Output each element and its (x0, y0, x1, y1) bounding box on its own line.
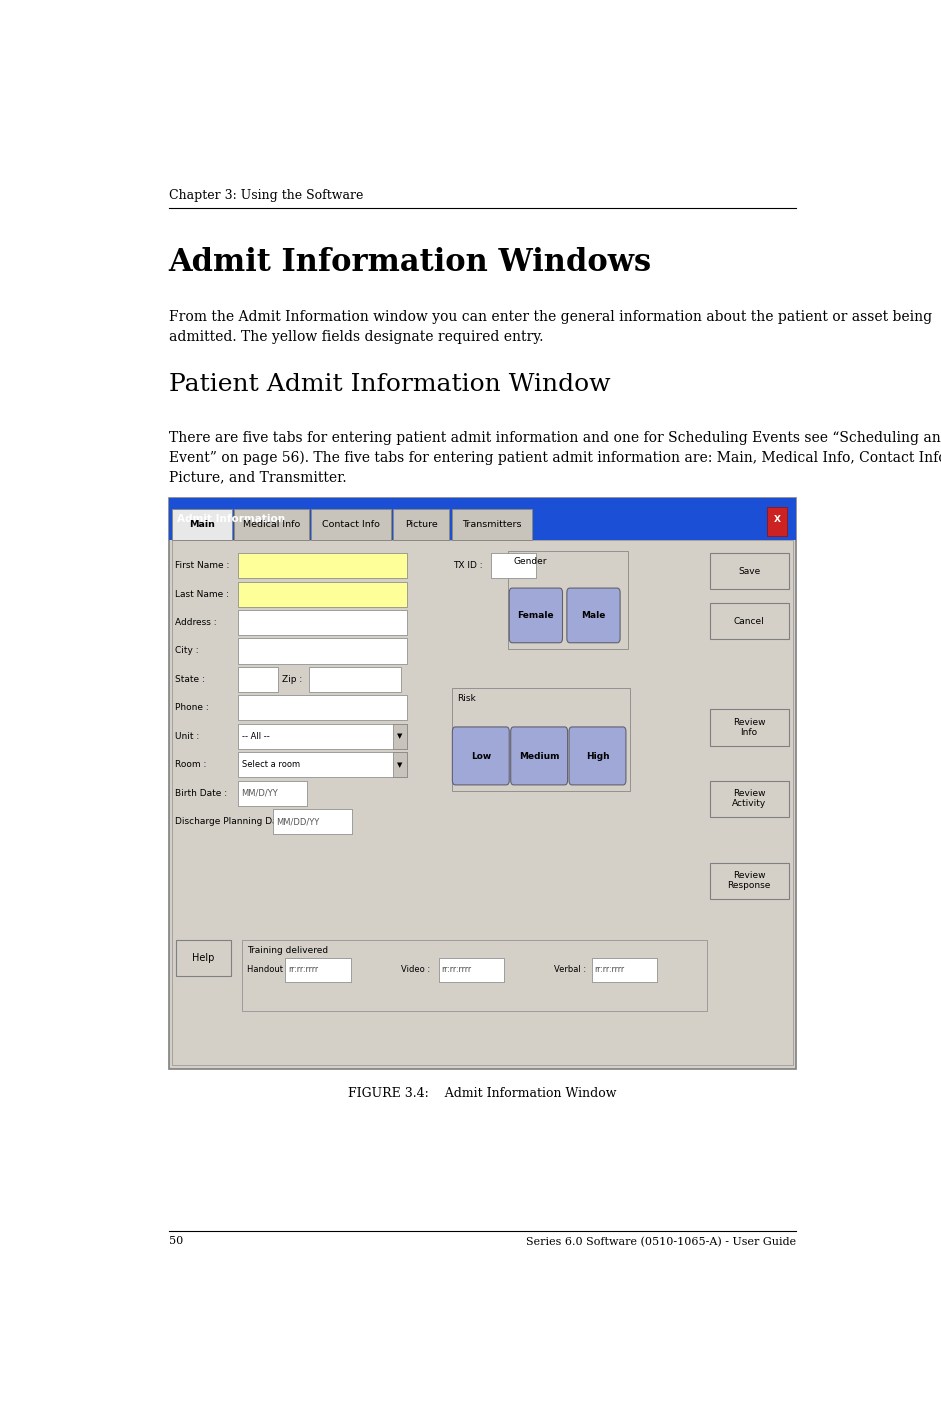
Text: Picture: Picture (405, 520, 438, 530)
Text: Phone :: Phone : (174, 703, 208, 713)
Text: Verbal :: Verbal : (553, 966, 586, 974)
FancyBboxPatch shape (710, 604, 789, 639)
Text: Male: Male (581, 611, 605, 621)
Text: Main: Main (189, 520, 215, 530)
Text: Gender: Gender (514, 558, 547, 567)
FancyBboxPatch shape (511, 727, 567, 785)
Text: Female: Female (518, 611, 554, 621)
Text: Birth Date :: Birth Date : (174, 788, 227, 798)
Text: MM/D/YY: MM/D/YY (241, 788, 278, 798)
FancyBboxPatch shape (242, 940, 707, 1011)
FancyBboxPatch shape (238, 582, 407, 606)
Text: -- All --: -- All -- (242, 731, 269, 741)
FancyBboxPatch shape (285, 957, 351, 981)
FancyBboxPatch shape (393, 510, 450, 540)
Text: Cancel: Cancel (734, 616, 764, 626)
Text: Handout :: Handout : (247, 966, 289, 974)
FancyBboxPatch shape (238, 639, 407, 663)
FancyBboxPatch shape (238, 781, 307, 805)
Text: Training delivered: Training delivered (247, 946, 328, 954)
FancyBboxPatch shape (273, 809, 352, 834)
FancyBboxPatch shape (710, 862, 789, 899)
Text: Chapter 3: Using the Software: Chapter 3: Using the Software (168, 189, 363, 202)
Text: There are five tabs for entering patient admit information and one for Schedulin: There are five tabs for entering patient… (168, 430, 941, 484)
Text: Zip :: Zip : (281, 674, 302, 684)
Text: Risk: Risk (457, 694, 476, 703)
Text: ▼: ▼ (397, 761, 403, 768)
Text: Review
Activity: Review Activity (732, 790, 766, 808)
FancyBboxPatch shape (569, 727, 626, 785)
FancyBboxPatch shape (168, 498, 796, 540)
Text: TX ID :: TX ID : (454, 561, 483, 571)
FancyBboxPatch shape (453, 727, 509, 785)
Text: rr:rr:rrrr: rr:rr:rrrr (441, 966, 471, 974)
Text: From the Admit Information window you can enter the general information about th: From the Admit Information window you ca… (168, 311, 932, 344)
Text: MM/DD/YY: MM/DD/YY (276, 816, 319, 826)
Text: State :: State : (174, 674, 204, 684)
FancyBboxPatch shape (171, 540, 793, 1065)
FancyBboxPatch shape (172, 510, 232, 540)
Text: FIGURE 3.4:    Admit Information Window: FIGURE 3.4: Admit Information Window (348, 1086, 616, 1099)
Text: rr:rr:rrrr: rr:rr:rrrr (595, 966, 625, 974)
Text: Last Name :: Last Name : (174, 589, 229, 599)
FancyBboxPatch shape (508, 551, 629, 649)
FancyBboxPatch shape (238, 753, 407, 777)
Text: Low: Low (470, 753, 491, 761)
FancyBboxPatch shape (710, 554, 789, 589)
FancyBboxPatch shape (452, 510, 532, 540)
Text: Video :: Video : (401, 966, 430, 974)
Text: Contact Info: Contact Info (322, 520, 380, 530)
FancyBboxPatch shape (310, 667, 401, 692)
FancyBboxPatch shape (234, 510, 309, 540)
Text: City :: City : (174, 646, 199, 656)
FancyBboxPatch shape (176, 940, 231, 976)
FancyBboxPatch shape (509, 588, 563, 643)
Text: Unit :: Unit : (174, 731, 199, 741)
FancyBboxPatch shape (452, 687, 630, 791)
Text: Admit Information: Admit Information (178, 514, 285, 524)
Text: Admit Information Windows: Admit Information Windows (168, 247, 652, 278)
FancyBboxPatch shape (491, 554, 536, 578)
Text: Address :: Address : (174, 618, 216, 628)
Text: Help: Help (192, 953, 215, 963)
Text: First Name :: First Name : (174, 561, 229, 571)
FancyBboxPatch shape (238, 554, 407, 578)
Text: 50: 50 (168, 1237, 183, 1247)
Text: Medium: Medium (518, 753, 559, 761)
FancyBboxPatch shape (392, 753, 407, 777)
Text: Discharge Planning Date :: Discharge Planning Date : (174, 816, 292, 826)
FancyBboxPatch shape (238, 724, 407, 748)
FancyBboxPatch shape (566, 588, 620, 643)
Text: Room :: Room : (174, 760, 206, 770)
FancyBboxPatch shape (710, 781, 789, 816)
FancyBboxPatch shape (238, 696, 407, 720)
FancyBboxPatch shape (710, 710, 789, 746)
Text: Series 6.0 Software (0510-1065-A) - User Guide: Series 6.0 Software (0510-1065-A) - User… (526, 1237, 796, 1247)
FancyBboxPatch shape (439, 957, 504, 981)
FancyBboxPatch shape (168, 498, 796, 1069)
Text: Save: Save (738, 567, 760, 575)
FancyBboxPatch shape (238, 667, 279, 692)
FancyBboxPatch shape (392, 724, 407, 748)
Text: ▼: ▼ (397, 733, 403, 740)
Text: Medical Info: Medical Info (243, 520, 300, 530)
Text: Review
Info: Review Info (733, 717, 765, 737)
FancyBboxPatch shape (238, 611, 407, 635)
FancyBboxPatch shape (767, 507, 787, 535)
Text: X: X (774, 514, 780, 524)
FancyBboxPatch shape (311, 510, 391, 540)
Text: Patient Admit Information Window: Patient Admit Information Window (168, 372, 611, 396)
Text: rr:rr:rrrr: rr:rr:rrrr (288, 966, 318, 974)
Text: Select a room: Select a room (242, 760, 300, 770)
Text: Transmitters: Transmitters (462, 520, 521, 530)
Text: High: High (585, 753, 610, 761)
Text: Review
Response: Review Response (727, 870, 771, 890)
FancyBboxPatch shape (592, 957, 657, 981)
